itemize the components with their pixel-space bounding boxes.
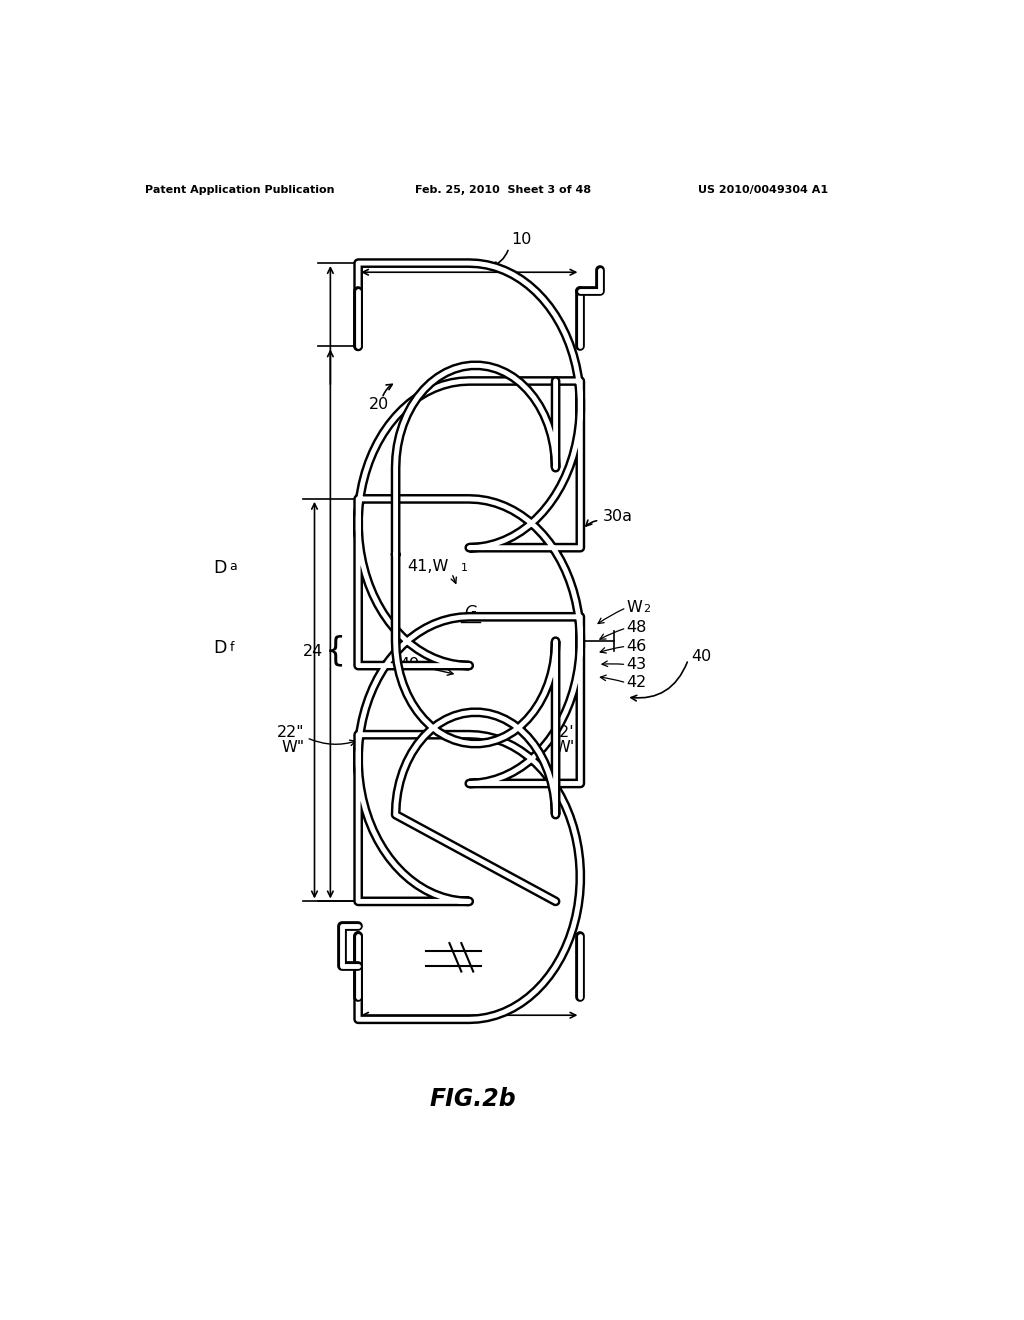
Text: f: f [229,642,234,655]
Text: 46: 46 [627,639,646,653]
Text: 22': 22' [550,725,574,741]
Text: 30a: 30a [602,508,633,524]
Text: D: D [214,639,227,657]
Text: US 2010/0049304 A1: US 2010/0049304 A1 [697,185,828,195]
Text: 20: 20 [369,397,389,412]
Text: 1: 1 [461,564,468,573]
Text: W: W [627,601,642,615]
Text: G: G [465,606,477,620]
Text: 10: 10 [511,232,531,247]
Text: D: D [214,558,227,577]
Text: 24: 24 [303,644,323,659]
Text: W": W" [282,741,304,755]
Text: 41,W: 41,W [408,560,449,574]
Text: Feb. 25, 2010  Sheet 3 of 48: Feb. 25, 2010 Sheet 3 of 48 [416,185,592,195]
Text: 42: 42 [627,676,646,690]
Text: 22": 22" [278,725,305,741]
Text: a: a [229,560,238,573]
Text: FIG.2b: FIG.2b [430,1086,516,1110]
Text: Patent Application Publication: Patent Application Publication [145,185,335,195]
Text: W': W' [554,741,574,755]
Text: 40: 40 [691,649,712,664]
Text: 43: 43 [627,657,646,672]
Text: 2: 2 [643,603,650,614]
Text: 49: 49 [399,657,420,672]
Text: 48: 48 [627,620,647,635]
Text: {: { [325,635,346,668]
